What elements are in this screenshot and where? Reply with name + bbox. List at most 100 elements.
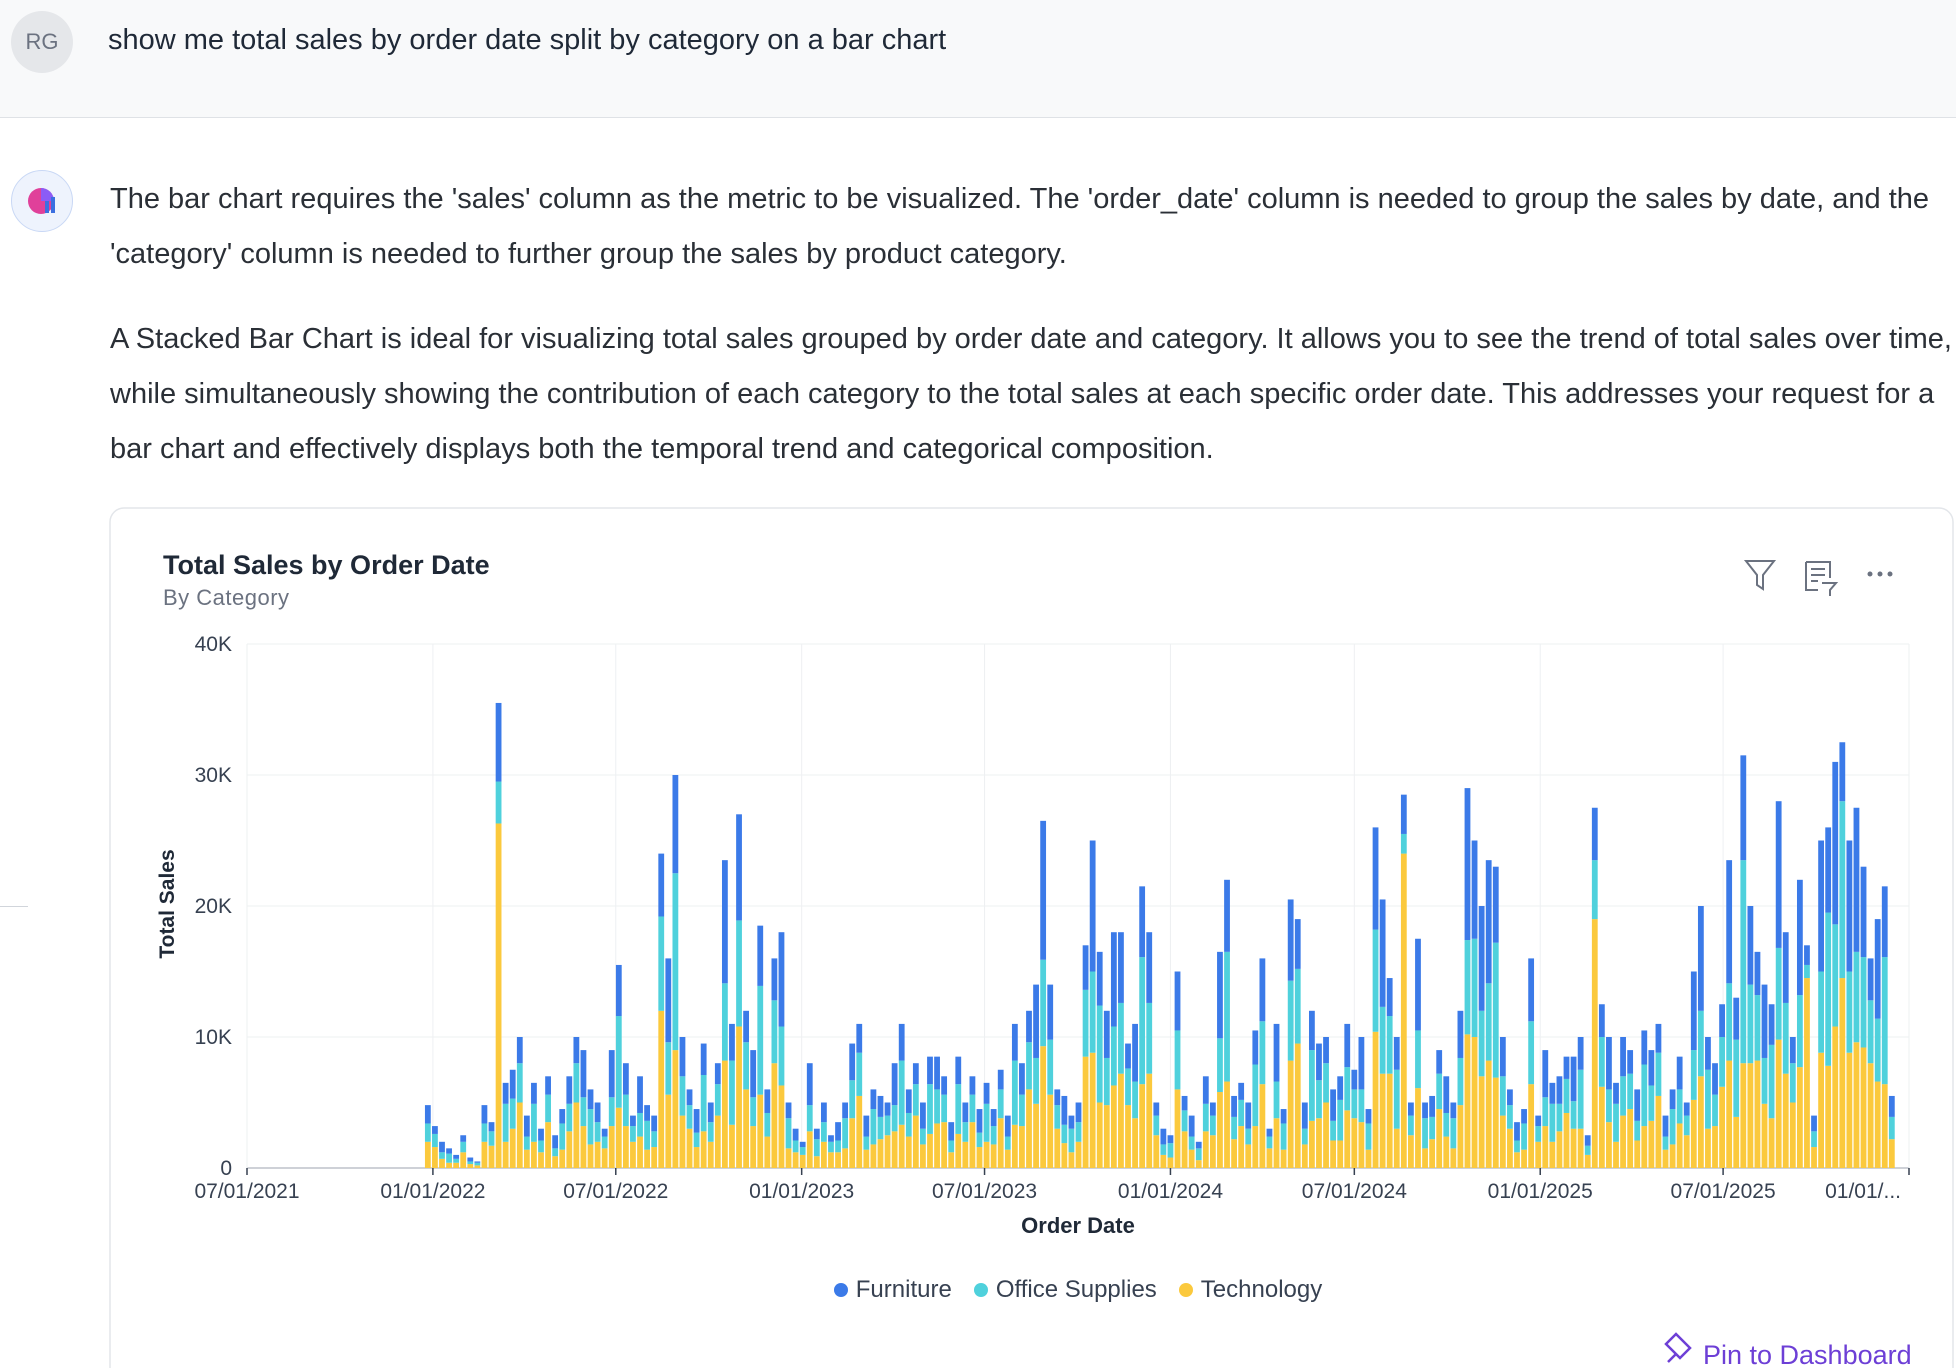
legend-item[interactable]: Office Supplies — [973, 1276, 1157, 1304]
bar-segment — [1627, 1109, 1634, 1168]
bar-segment — [1061, 1143, 1068, 1168]
bar-segment — [891, 1105, 898, 1132]
bar-segment — [1620, 1037, 1626, 1077]
bar-segment — [1577, 1037, 1584, 1070]
bar-segment — [1139, 886, 1146, 958]
filter-icon[interactable] — [1743, 560, 1777, 591]
bar-segment — [757, 925, 764, 986]
bar-segment — [1740, 860, 1747, 1064]
pin-button[interactable]: Pin to Dashboard — [1703, 1340, 1912, 1370]
bar-segment — [1740, 755, 1747, 861]
bar-segment — [969, 1094, 976, 1123]
bar-segment — [1252, 1064, 1259, 1127]
bar-segment — [842, 1148, 849, 1168]
bar-segment — [1061, 1124, 1068, 1144]
pin-icon[interactable] — [1664, 1332, 1692, 1363]
bar-segment — [446, 1162, 452, 1168]
bar-segment — [1386, 1016, 1393, 1074]
bar-segment — [1118, 1002, 1124, 1074]
bar-segment — [1004, 1136, 1011, 1150]
bar-segment — [1584, 1154, 1591, 1168]
bar-segment — [1450, 1102, 1457, 1119]
bar-segment — [1613, 1103, 1619, 1142]
bar-segment — [1662, 1115, 1669, 1137]
bar-segment — [1231, 1116, 1237, 1140]
bar-segment — [531, 1141, 537, 1168]
bar-segment — [821, 1141, 827, 1168]
bar-segment — [799, 1154, 806, 1168]
bar-segment — [1400, 833, 1407, 854]
bar-segment — [509, 1128, 516, 1168]
bar-segment — [1662, 1136, 1669, 1150]
bar-segment — [1273, 1023, 1280, 1082]
bar-segment — [1485, 1060, 1492, 1168]
bar-segment — [1358, 1089, 1365, 1123]
legend-item[interactable]: Furniture — [833, 1276, 952, 1304]
bar-segment — [1075, 1102, 1082, 1123]
bar-segment — [502, 1103, 509, 1142]
bar-segment — [1535, 1141, 1542, 1168]
bar-segment — [1457, 1010, 1464, 1058]
bar-segment — [1697, 1076, 1704, 1168]
bar-segment — [1775, 1039, 1782, 1168]
bar-segment — [1719, 1037, 1725, 1087]
bar-segment — [1549, 1103, 1556, 1142]
table-icon[interactable] — [1805, 561, 1839, 596]
legend-label: Office Supplies — [995, 1276, 1157, 1303]
bar-segment — [1804, 978, 1810, 1168]
toolbar — [1743, 560, 1839, 596]
bar-segment — [1563, 1078, 1570, 1113]
bar-segment — [460, 1141, 467, 1153]
bar-segment — [1655, 1095, 1662, 1168]
bar-segment — [1202, 1103, 1209, 1132]
bar-segment — [1881, 957, 1888, 1085]
bar-segment — [1202, 1076, 1209, 1104]
bar-segment — [1719, 1086, 1725, 1168]
x-tick-label: 01/01/2023 — [749, 1180, 854, 1203]
bar-segment — [1266, 1128, 1273, 1137]
bar-segment — [1316, 1118, 1322, 1168]
bar-segment — [1330, 1089, 1337, 1121]
bar-segment — [453, 1158, 460, 1163]
bar-segment — [1775, 801, 1782, 948]
bar-segment — [1782, 932, 1789, 1003]
bar-segment — [1146, 1002, 1153, 1074]
bar-segment — [1019, 1094, 1025, 1127]
bar-segment — [1662, 1149, 1669, 1168]
bar-segment — [1464, 940, 1471, 1035]
bar-segment — [714, 1115, 721, 1168]
bar-segment — [1337, 1140, 1344, 1168]
bar-segment — [1839, 978, 1846, 1168]
bar-segment — [1591, 919, 1598, 1168]
bar-segment — [842, 1102, 849, 1119]
legend-item[interactable]: Technology — [1178, 1276, 1322, 1304]
bar-segment — [912, 1115, 919, 1168]
bar-segment — [1478, 906, 1485, 1011]
bar-segment — [905, 1112, 912, 1137]
bar-segment — [580, 1050, 587, 1098]
bar-segment — [552, 1148, 559, 1157]
bar-segment — [1712, 1094, 1718, 1127]
bar-segment — [934, 1123, 940, 1168]
bar-segment — [538, 1152, 544, 1168]
bar-segment — [1294, 919, 1301, 969]
more-icon[interactable] — [1867, 571, 1893, 577]
bar-segment — [1379, 1006, 1386, 1074]
bar-segment — [1316, 1080, 1322, 1119]
bar-segment — [1167, 1143, 1174, 1158]
bar-segment — [1209, 1135, 1216, 1168]
bar-segment — [651, 1115, 658, 1132]
bar-segment — [1832, 761, 1839, 925]
bar-segment — [990, 1144, 997, 1168]
bar-segment — [1415, 938, 1421, 1031]
bar-segment — [1280, 1149, 1287, 1168]
bar-segment — [1705, 1128, 1711, 1168]
bar-segment — [828, 1135, 834, 1142]
bar-segment — [1719, 1004, 1725, 1037]
bar-segment — [644, 1105, 650, 1121]
bar-segment — [1075, 1141, 1082, 1168]
bar-segment — [432, 1126, 438, 1134]
bar-segment — [1747, 1063, 1754, 1168]
bar-segment — [856, 1052, 863, 1096]
bar-segment — [1782, 1002, 1789, 1074]
